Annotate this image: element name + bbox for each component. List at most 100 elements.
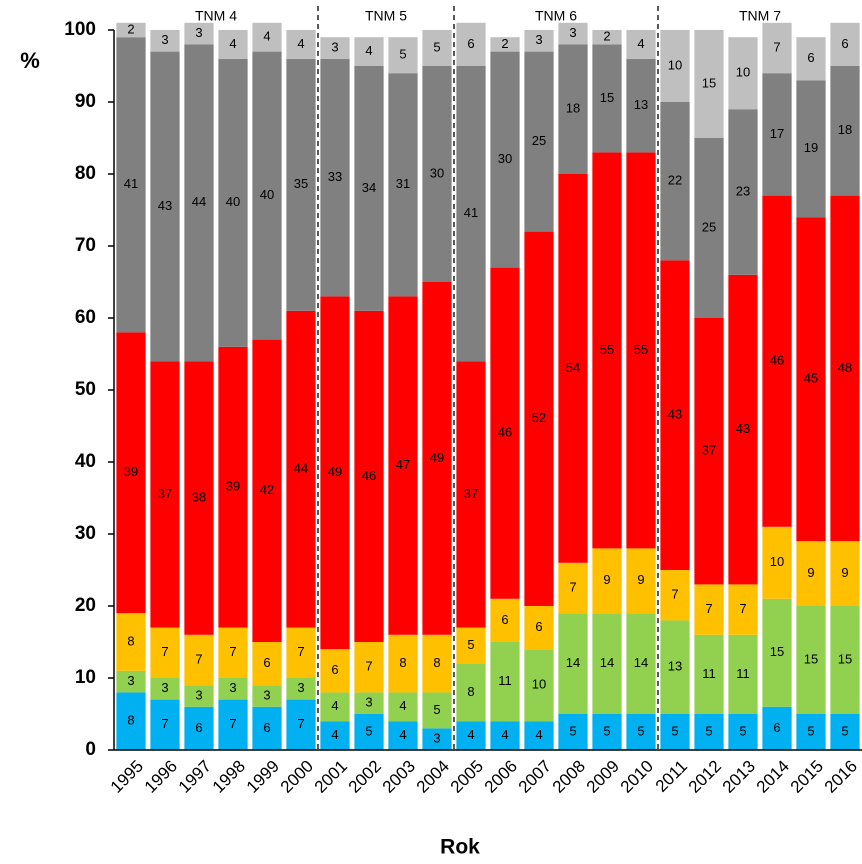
bar-segment [830,606,860,714]
data-label: 8 [127,713,134,728]
data-label: 18 [566,101,580,116]
data-label: 7 [297,716,304,731]
x-tick-label: 1997 [175,757,215,797]
data-label: 14 [600,655,614,670]
bar-segment [218,678,248,700]
bar-segment [286,699,316,750]
bar-segment [218,58,248,347]
data-label: 34 [362,180,376,195]
data-label: 6 [501,612,508,627]
bar-segment [660,102,690,261]
bar-segment [490,37,520,52]
data-label: 3 [331,39,338,54]
data-label: 3 [365,695,372,710]
data-label: 8 [467,684,474,699]
x-tick-label: 2012 [685,757,725,797]
x-tick-label: 2008 [549,757,589,797]
bar-segment [354,692,384,714]
data-label: 5 [365,723,372,738]
data-label: 25 [702,219,716,234]
bar-segment [354,310,384,642]
y-tick-label: 80 [75,163,96,184]
bar-segment [796,37,826,81]
bar-segment [524,30,554,52]
data-label: 4 [365,43,372,58]
bar-segment [694,634,724,714]
bar-segment [422,728,452,750]
data-label: 4 [263,29,270,44]
data-label: 4 [399,698,406,713]
data-label: 5 [433,702,440,717]
bar-segment [626,58,656,153]
bar-segment [116,692,146,750]
bar-segment [456,66,486,362]
bar-segment [694,138,724,318]
data-label: 55 [634,342,648,357]
data-label: 3 [297,680,304,695]
bar-segment [422,634,452,693]
bar-segment [150,51,180,362]
bar-segment [116,613,146,671]
data-label: 6 [263,655,270,670]
bar-segment [728,109,758,275]
data-label: 17 [770,126,784,141]
bar-segment [490,642,520,722]
data-label: 5 [637,723,644,738]
data-label: 3 [195,687,202,702]
data-label: 6 [195,720,202,735]
bar-segment [286,678,316,700]
y-tick-label: 60 [75,307,96,328]
data-label: 5 [603,723,610,738]
data-label: 6 [331,662,338,677]
bar-segment [796,541,826,606]
bar-segment [796,606,826,714]
group-label: TNM 7 [739,8,781,24]
x-tick-label: 2015 [787,757,827,797]
bar-segment [252,22,282,52]
data-label: 10 [770,554,784,569]
data-label: 4 [535,727,542,742]
bar-segment [660,570,690,621]
data-label: 39 [124,464,138,479]
data-label: 7 [229,716,236,731]
bar-segment [728,634,758,714]
data-label: 45 [804,371,818,386]
data-label: 5 [467,637,474,652]
bar-segment [286,627,316,678]
bar-segment [252,339,282,642]
x-tick-label: 1999 [243,757,283,797]
data-label: 46 [498,425,512,440]
bar-segment [184,361,214,635]
y-tick-label: 100 [64,19,96,40]
bar-segment [184,22,214,45]
bar-segment [524,649,554,722]
bar-segment [558,562,588,614]
x-tick-label: 2011 [652,757,691,796]
bar-segment [728,714,758,750]
data-label: 7 [705,601,712,616]
data-label: 30 [498,151,512,166]
bar-segment [830,22,860,66]
data-label: 3 [161,680,168,695]
data-label: 7 [569,579,576,594]
data-label: 23 [736,183,750,198]
data-label: 3 [195,25,202,40]
data-label: 52 [532,410,546,425]
bar-segment [286,30,316,59]
bar-segment [490,51,520,268]
x-tick-label: 2000 [277,757,317,797]
bar-segment [626,714,656,750]
data-label: 6 [807,50,814,65]
data-label: 3 [535,32,542,47]
x-tick-label: 2016 [821,757,861,797]
bar-segment [218,346,248,628]
bar-segment [830,66,860,196]
data-label: 13 [668,659,682,674]
data-label: 41 [464,205,478,220]
data-label: 35 [294,176,308,191]
bar-segment [150,361,180,628]
bar-segment [116,37,146,333]
data-label: 2 [127,21,134,36]
bar-segment [796,80,826,218]
bar-segment [422,692,452,729]
